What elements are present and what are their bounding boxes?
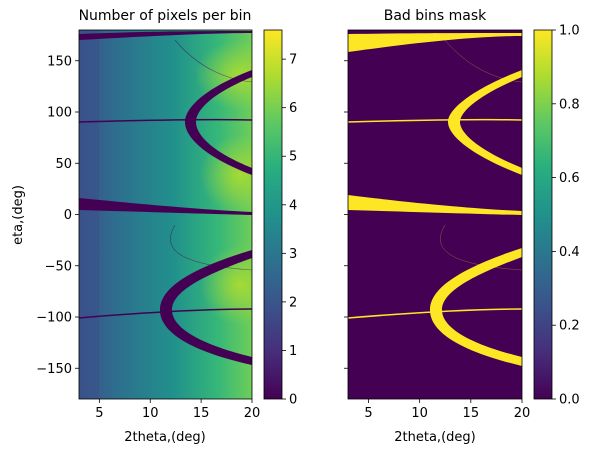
pixels-per-bin-y-tick-label: −50 — [45, 259, 72, 274]
pixels-per-bin-colorbar-tick-label: 7 — [289, 53, 297, 68]
bad-bins-panel: Bad bins mask 5 10 15 20 2theta,(deg) 0.00.… — [344, 8, 580, 445]
pixels-per-bin-y-tick-label: 150 — [47, 54, 72, 69]
bad-bins-colorbar-tick-label: 0.6 — [559, 171, 580, 186]
pixels-per-bin-colorbar-tick-label: 3 — [289, 247, 297, 262]
pixels-per-bin-colorbar-tick-label: 6 — [289, 101, 297, 116]
pixels-per-bin-x-axis: 5 10 15 20 — [95, 399, 260, 421]
pixels-per-bin-y-axis: −150 −100 −50 0 50 100 150 — [36, 54, 79, 377]
pixels-per-bin-colorbar-tick-label: 0 — [289, 393, 297, 408]
bad-bins-x-tick-label: 20 — [514, 406, 531, 421]
bad-bins-colorbar-tick-label: 0.8 — [559, 97, 580, 112]
pixels-per-bin-colorbar-tick-label: 5 — [289, 150, 297, 165]
bad-bins-x-axis: 5 10 15 20 — [364, 399, 530, 421]
bad-bins-heatmap — [348, 30, 522, 399]
bad-bins-colorbar-tick-label: 1.0 — [559, 24, 580, 39]
pixels-per-bin-y-tick-label: −150 — [36, 362, 72, 377]
pixels-per-bin-x-tick-label: 15 — [193, 406, 210, 421]
pixels-per-bin-colorbar-tick-label: 1 — [289, 344, 297, 359]
bad-bins-colorbar-tick-label: 0.2 — [559, 319, 580, 334]
pixels-per-bin-colorbar-ticks: 0 1 2 3 4 5 6 7 — [282, 53, 297, 408]
pixels-per-bin-heatmap — [79, 30, 252, 399]
pixels-per-bin-y-tick-label: 50 — [55, 157, 72, 172]
bad-bins-colorbar-tick-label: 0.0 — [559, 393, 580, 408]
bad-bins-x-tick-label: 15 — [463, 406, 480, 421]
pixels-per-bin-y-tick-label: −100 — [36, 311, 72, 326]
pixels-per-bin-colorbar-tick-label: 2 — [289, 295, 297, 310]
pixels-per-bin-title: Number of pixels per bin — [79, 8, 252, 24]
pixels-per-bin-colorbar — [264, 30, 282, 399]
pixels-per-bin-colorbar-tick-label: 4 — [289, 198, 297, 213]
pixels-per-bin-y-label: eta,(deg) — [11, 185, 26, 245]
pixels-per-bin-x-tick-label: 5 — [95, 406, 103, 421]
pixels-per-bin-x-tick-label: 10 — [142, 406, 159, 421]
pixels-per-bin-y-tick-label: 100 — [47, 106, 72, 121]
pixels-per-bin-y-tick-label: 0 — [64, 208, 72, 223]
bad-bins-x-label: 2theta,(deg) — [394, 430, 475, 445]
bad-bins-colorbar — [534, 30, 552, 399]
bad-bins-title: Bad bins mask — [384, 8, 487, 24]
bad-bins-x-tick-label: 10 — [411, 406, 428, 421]
bad-bins-y-axis — [344, 60, 348, 369]
bad-bins-colorbar-tick-label: 0.4 — [559, 245, 580, 260]
pixels-per-bin-panel: Number of pixels per bin 5 10 15 20 −150−10… — [11, 8, 297, 445]
bad-bins-x-tick-label: 5 — [364, 406, 372, 421]
pixels-per-bin-x-label: 2theta,(deg) — [124, 430, 205, 445]
bad-bins-colorbar-ticks: 0.0 0.2 0.4 0.6 0.8 1.0 — [552, 24, 580, 408]
pixels-per-bin-x-tick-label: 20 — [244, 406, 261, 421]
